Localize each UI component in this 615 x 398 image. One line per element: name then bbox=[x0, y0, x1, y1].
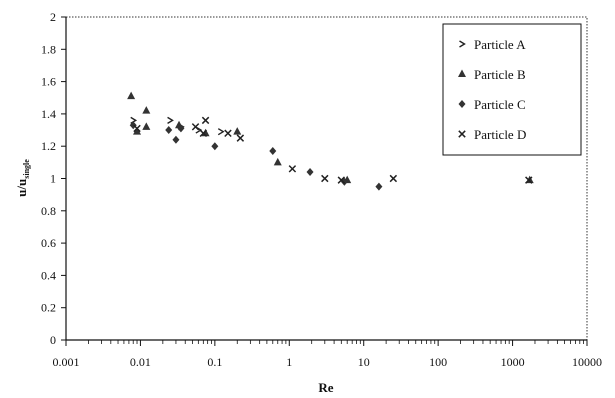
data-point-series-2 bbox=[127, 91, 136, 100]
data-point-series-2 bbox=[233, 127, 242, 135]
data-point-series-4 bbox=[525, 176, 533, 184]
data-point-series-4 bbox=[337, 176, 346, 184]
legend-marker-4 bbox=[458, 130, 466, 138]
data-point-series-4 bbox=[199, 129, 208, 138]
x-tick-label: 1000 bbox=[501, 355, 525, 369]
legend-label-1: Particle A bbox=[474, 37, 526, 52]
y-axis-title: u/usingle bbox=[14, 159, 31, 197]
data-point-series-3 bbox=[172, 135, 180, 144]
y-tick-label: 1.6 bbox=[41, 75, 56, 89]
x-tick-label: 0.001 bbox=[53, 355, 80, 369]
x-tick-label: 100 bbox=[429, 355, 447, 369]
data-point-series-3 bbox=[269, 147, 277, 156]
y-axis-title-main: u/u bbox=[14, 179, 29, 197]
data-point-series-2 bbox=[133, 127, 142, 135]
y-axis-ticks: 0 0.2 0.4 0.6 0.8 1 1.2 1.4 1.6 1.8 2 bbox=[41, 10, 66, 347]
legend-marker-3 bbox=[458, 100, 466, 108]
data-point-series-2 bbox=[273, 157, 282, 166]
data-point-series-4 bbox=[133, 124, 141, 133]
y-tick-label: 0.4 bbox=[41, 268, 56, 282]
y-tick-label: 0.2 bbox=[41, 301, 56, 315]
legend-marker-2 bbox=[458, 69, 466, 77]
data-point-series-4 bbox=[321, 174, 329, 183]
y-tick-label: 1.2 bbox=[41, 139, 56, 153]
x-axis-title: Re bbox=[318, 380, 333, 395]
y-tick-label: 0 bbox=[50, 333, 56, 347]
legend-label-4: Particle D bbox=[474, 127, 526, 142]
data-point-series-2 bbox=[142, 122, 151, 130]
y-tick-label: 1.8 bbox=[41, 42, 56, 56]
data-point-series-2 bbox=[142, 106, 151, 114]
y-tick-label: 1 bbox=[50, 172, 56, 186]
y-tick-label: 0.8 bbox=[41, 204, 56, 218]
x-tick-label: 10 bbox=[358, 355, 370, 369]
data-point-series-4 bbox=[201, 116, 210, 125]
x-tick-label: 1 bbox=[286, 355, 292, 369]
data-point-series-3 bbox=[211, 142, 219, 151]
x-tick-label: 10000 bbox=[572, 355, 602, 369]
data-point-series-4 bbox=[236, 134, 245, 142]
x-axis-ticks: 0.001 0.01 0.1 1 10 100 1000 10000 bbox=[53, 340, 602, 369]
legend: Particle A Particle B Particle C Particle D bbox=[442, 23, 582, 156]
data-point-series-4 bbox=[224, 129, 232, 138]
data-point-series-3 bbox=[177, 124, 185, 133]
data-point-series-4 bbox=[191, 123, 200, 131]
y-axis-title-subscript: single bbox=[22, 159, 31, 179]
x-tick-label: 0.1 bbox=[207, 355, 222, 369]
data-point-series-4 bbox=[288, 165, 297, 173]
legend-label-3: Particle C bbox=[474, 97, 526, 112]
x-tick-label: 0.01 bbox=[130, 355, 151, 369]
y-tick-label: 0.6 bbox=[41, 236, 56, 250]
data-point-series-3 bbox=[165, 126, 173, 135]
legend-marker-1 bbox=[459, 40, 466, 48]
data-point-series-1 bbox=[167, 116, 174, 124]
data-point-series-3 bbox=[375, 182, 383, 191]
data-point-series-1 bbox=[217, 128, 225, 136]
data-point-series-3 bbox=[306, 168, 314, 177]
data-points bbox=[127, 91, 534, 191]
legend-items: Particle A Particle B Particle C Particle D bbox=[458, 37, 526, 142]
legend-box bbox=[442, 23, 582, 156]
data-point-series-4 bbox=[389, 174, 398, 183]
y-tick-label: 2 bbox=[50, 10, 56, 24]
y-tick-label: 1.4 bbox=[41, 107, 56, 121]
legend-label-2: Particle B bbox=[474, 67, 526, 82]
